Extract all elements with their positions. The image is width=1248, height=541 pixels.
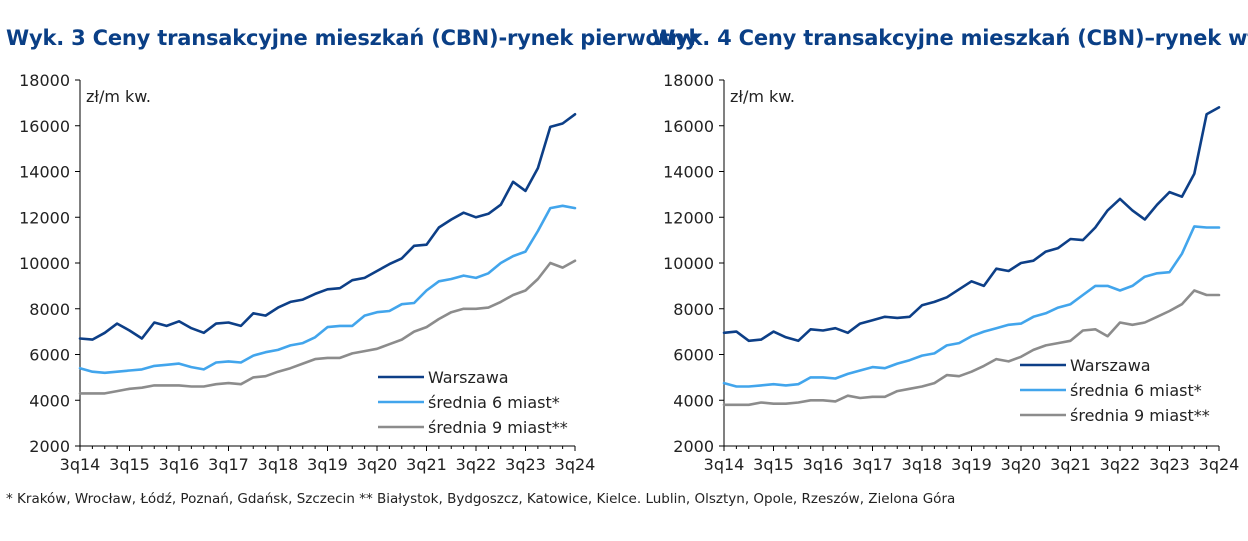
series-line-1 xyxy=(78,112,577,341)
x-tick-label: 3q14 xyxy=(704,455,745,474)
legend-label-3: średnia 9 miast** xyxy=(428,418,568,437)
x-tick-label: 3q21 xyxy=(406,455,447,474)
y-tick-label: 6000 xyxy=(29,346,70,365)
series-line-2 xyxy=(722,225,1221,388)
x-tick-label: 3q16 xyxy=(803,455,844,474)
y-tick-label: 14000 xyxy=(19,163,70,182)
x-tick-label: 3q15 xyxy=(753,455,794,474)
y-tick-label: 2000 xyxy=(29,437,70,456)
x-tick-label: 3q22 xyxy=(1100,455,1141,474)
series-line-2 xyxy=(78,204,577,375)
x-tick-label: 3q16 xyxy=(159,455,200,474)
legend-label-3: średnia 9 miast** xyxy=(1070,406,1210,425)
y-tick-label: 16000 xyxy=(19,117,70,136)
y-tick-label: 2000 xyxy=(673,437,714,456)
y-tick-label: 8000 xyxy=(673,300,714,319)
footnote: * Kraków, Wrocław, Łódź, Poznań, Gdańsk,… xyxy=(6,491,956,507)
y-tick-label: 4000 xyxy=(29,391,70,410)
x-tick-label: 3q19 xyxy=(307,455,348,474)
x-tick-label: 3q23 xyxy=(505,455,546,474)
y-tick-label: 18000 xyxy=(663,71,714,90)
y-tick-label: 8000 xyxy=(29,300,70,319)
x-tick-label: 3q22 xyxy=(456,455,497,474)
legend-label-1: Warszawa xyxy=(428,368,509,387)
chart-title-secondary-market: Wyk. 4 Ceny transakcyjne mieszkań (CBN)–… xyxy=(652,26,1248,50)
unit-label: zł/m kw. xyxy=(86,87,151,106)
y-tick-label: 12000 xyxy=(19,208,70,227)
legend-label-2: średnia 6 miast* xyxy=(1070,381,1202,400)
x-tick-label: 3q20 xyxy=(357,455,398,474)
x-tick-label: 3q21 xyxy=(1050,455,1091,474)
x-tick-label: 3q24 xyxy=(1199,455,1240,474)
chart-title-primary-market: Wyk. 3 Ceny transakcyjne mieszkań (CBN)-… xyxy=(6,26,698,50)
x-tick-label: 3q15 xyxy=(109,455,150,474)
x-tick-label: 3q19 xyxy=(951,455,992,474)
legend-label-2: średnia 6 miast* xyxy=(428,393,560,412)
y-tick-label: 16000 xyxy=(663,117,714,136)
chart-secondary-market: 2000 4000 6000 8000 10000 12000 14000 16000 1800… xyxy=(663,71,1240,474)
y-tick-label: 18000 xyxy=(19,71,70,90)
unit-label: zł/m kw. xyxy=(730,87,795,106)
y-tick-label: 12000 xyxy=(663,208,714,227)
series-line-3 xyxy=(78,259,577,395)
x-tick-label: 3q24 xyxy=(555,455,596,474)
y-tick-label: 10000 xyxy=(663,254,714,273)
x-tick-label: 3q17 xyxy=(852,455,893,474)
x-tick-label: 3q20 xyxy=(1001,455,1042,474)
legend-label-1: Warszawa xyxy=(1070,356,1151,375)
y-tick-label: 10000 xyxy=(19,254,70,273)
x-tick-label: 3q17 xyxy=(208,455,249,474)
x-tick-label: 3q14 xyxy=(60,455,101,474)
y-tick-label: 14000 xyxy=(663,163,714,182)
y-tick-label: 4000 xyxy=(673,391,714,410)
series-line-3 xyxy=(722,289,1221,407)
x-tick-label: 3q18 xyxy=(258,455,299,474)
y-tick-label: 6000 xyxy=(673,346,714,365)
x-tick-label: 3q18 xyxy=(902,455,943,474)
x-tick-label: 3q23 xyxy=(1149,455,1190,474)
series-line-1 xyxy=(722,106,1221,343)
chart-primary-market: 2000 4000 6000 8000 10000 12000 14000 16000 1800… xyxy=(19,71,596,474)
